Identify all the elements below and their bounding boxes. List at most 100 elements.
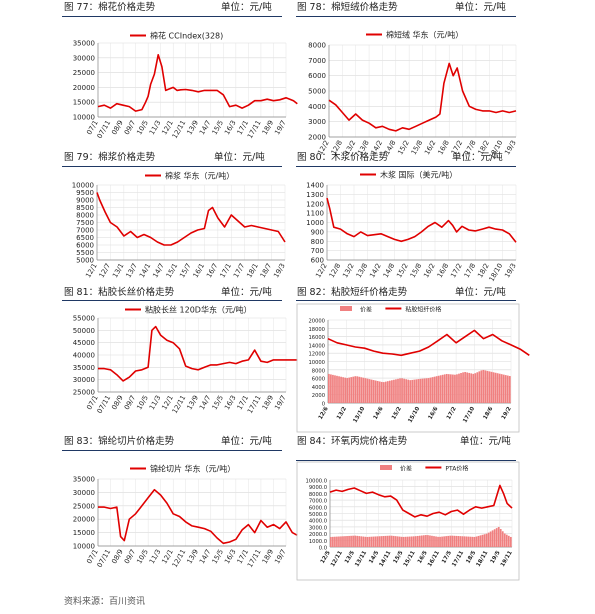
bar-spread <box>372 380 375 403</box>
bar-spread <box>423 378 426 403</box>
x-tick-label: 14/7 <box>151 262 166 279</box>
legend-swatch <box>380 465 392 470</box>
legend-label: 锦纶切片 华东（元/吨） <box>150 464 235 474</box>
x-tick-label: 16/11 <box>427 550 441 568</box>
y-tick-label: 6000 <box>312 377 325 383</box>
chart-unit-84: 单位：元/吨 <box>460 436 511 447</box>
bar-spread <box>466 372 468 403</box>
bar-spread <box>493 529 496 547</box>
x-tick-label: 10/5 <box>135 119 150 136</box>
bar-spread <box>330 374 332 403</box>
x-tick-label: 16/8 <box>436 139 451 156</box>
y-tick-label: 7000 <box>308 57 326 65</box>
bar-spread <box>437 375 440 403</box>
bar-spread <box>451 535 454 547</box>
x-tick-label: 19/3 <box>503 262 518 279</box>
chart-8 <box>296 461 520 581</box>
bar-spread <box>484 370 487 403</box>
legend-label: 棉花 CCIndex(328) <box>150 31 223 41</box>
x-tick-label: 13/9 <box>185 548 200 565</box>
legend-label: 价差 <box>400 465 412 473</box>
bar-spread <box>476 372 479 403</box>
chart-unit-82: 单位：元/吨 <box>455 287 506 298</box>
bar-spread <box>483 534 486 547</box>
bar-spread <box>380 536 383 547</box>
bar-spread <box>348 377 351 403</box>
bar-spread <box>406 536 409 547</box>
x-tick-label: 16/1 <box>192 262 207 279</box>
x-tick-label: 16/2 <box>423 139 438 156</box>
bar-spread <box>414 536 417 547</box>
y-tick-label: 800 <box>311 238 324 246</box>
bar-spread <box>360 536 363 547</box>
y-tick-label: 10000 <box>72 182 94 190</box>
bar-spread <box>435 536 437 547</box>
x-tick-label: 16/3 <box>223 548 238 565</box>
bar-spread <box>330 536 332 547</box>
x-tick-label: 15/2 <box>395 262 410 279</box>
y-tick-label: 4000.0 <box>309 519 327 525</box>
x-tick-label: 12/8 <box>328 262 343 279</box>
bar-spread <box>340 536 342 547</box>
bar-spread <box>356 535 359 547</box>
title-rule-79 <box>62 166 282 167</box>
y-tick-label: 7000 <box>76 227 94 235</box>
x-tick-label: 17/2 <box>449 262 464 279</box>
chart-4 <box>326 173 517 261</box>
y-tick-label: 30000 <box>73 54 95 62</box>
bar-spread <box>413 379 416 403</box>
bar-spread <box>500 374 503 403</box>
y-tick-label: 50000 <box>73 327 95 335</box>
bar-spread <box>334 536 336 547</box>
bar-spread <box>370 379 373 403</box>
bar-spread <box>405 379 407 403</box>
x-tick-label: 19/11 <box>500 550 514 568</box>
y-tick-label: 9000.0 <box>309 485 327 491</box>
bar-spread <box>374 536 377 547</box>
x-tick-label: 13/8 <box>356 139 371 156</box>
x-tick-label: 16/5 <box>417 550 429 565</box>
bar-spread <box>433 536 435 547</box>
x-tick-label: 08/9 <box>110 548 125 565</box>
bar-spread <box>491 530 494 547</box>
x-tick-label: 09/7 <box>123 548 138 565</box>
bar-spread <box>376 380 379 403</box>
bar-spread <box>452 374 454 403</box>
bar-spread <box>463 536 466 547</box>
bar-spread <box>435 376 438 403</box>
x-tick-label: 12/8 <box>330 139 345 156</box>
chart-unit-79: 单位：元/吨 <box>214 152 265 163</box>
bar-spread <box>495 528 498 547</box>
series-line <box>326 197 517 243</box>
bar-spread <box>398 536 401 547</box>
x-tick-label: 19/5 <box>490 550 502 565</box>
title-rule-83 <box>62 450 282 451</box>
title-rule-84 <box>296 460 516 461</box>
x-tick-label: 13/9 <box>185 119 200 136</box>
bar-spread <box>338 376 340 403</box>
y-tick-label: 8000 <box>76 212 94 220</box>
bar-spread <box>342 536 344 547</box>
bar-spread <box>350 377 353 403</box>
x-tick-label: 17/7 <box>232 262 247 279</box>
x-tick-label: 18/9 <box>261 548 276 565</box>
y-tick-label: 1100 <box>306 210 324 218</box>
bar-spread <box>450 374 452 403</box>
bar-spread <box>382 382 385 403</box>
bar-spread <box>401 378 403 403</box>
y-tick-label: 14000 <box>308 343 325 349</box>
bar-spread <box>384 381 387 403</box>
x-tick-label: 15/11 <box>403 550 417 568</box>
x-tick-label: 17/2 <box>446 406 458 421</box>
y-tick-label: 900 <box>311 228 324 236</box>
x-tick-label: 15/10 <box>407 406 421 424</box>
bar-spread <box>421 535 423 547</box>
bar-spread <box>486 370 489 403</box>
y-tick-label: 10000 <box>73 114 95 122</box>
x-tick-label: 18/5 <box>465 550 477 565</box>
series-line <box>97 53 298 112</box>
bar-spread <box>425 535 427 547</box>
bar-spread <box>378 536 381 547</box>
title-rule-81 <box>62 300 282 301</box>
y-tick-label: 1200 <box>306 200 324 208</box>
